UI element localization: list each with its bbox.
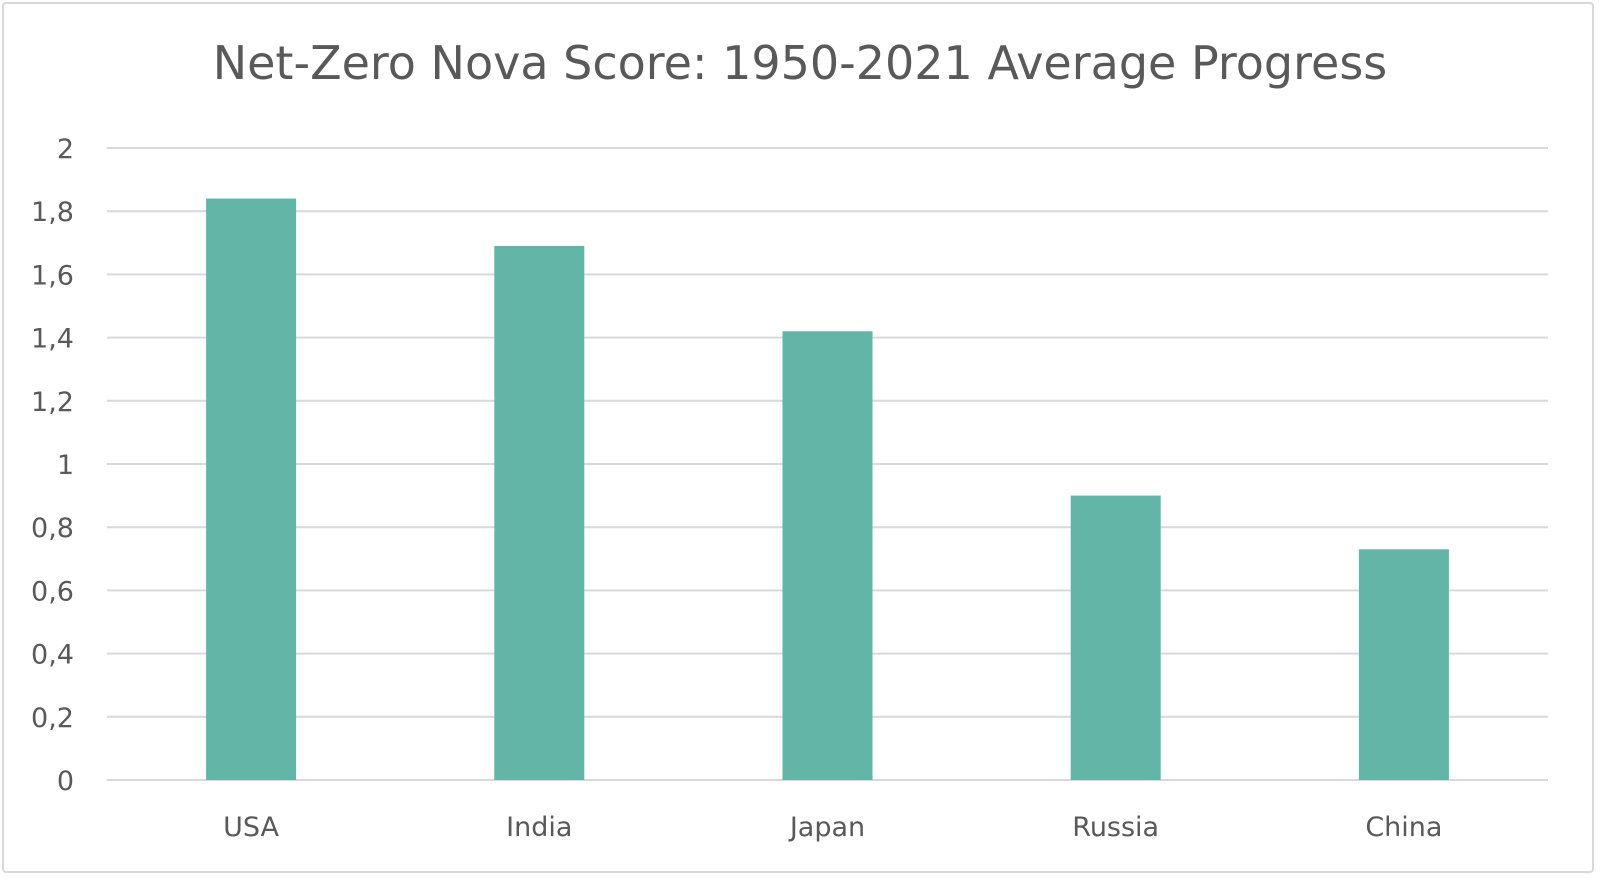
- y-tick-label: 1,2: [31, 387, 74, 418]
- bar-japan: [782, 331, 873, 780]
- x-tick-label: Japan: [788, 812, 865, 843]
- y-tick-label: 0: [57, 766, 74, 797]
- bar-china: [1358, 549, 1449, 780]
- x-tick-label: USA: [223, 812, 279, 843]
- x-tick-label: Russia: [1072, 812, 1159, 843]
- y-tick-label: 1,8: [31, 197, 74, 228]
- y-tick-label: 1,4: [31, 324, 74, 355]
- bar-russia: [1070, 495, 1161, 780]
- chart-title: Net-Zero Nova Score: 1950-2021 Average P…: [212, 36, 1388, 90]
- bar-india: [494, 245, 585, 780]
- y-tick-label: 2: [57, 134, 74, 165]
- x-tick-label: China: [1365, 812, 1442, 843]
- x-axis-ticks: USA India Japan Russia China: [223, 812, 1442, 843]
- y-tick-label: 0,6: [31, 576, 74, 607]
- x-tick-label: India: [506, 812, 572, 843]
- y-axis-ticks: 0 0,2 0,4 0,6 0,8 1 1,2 1,4 1,6 1,8 2: [31, 134, 74, 797]
- y-tick-label: 0,2: [31, 703, 74, 734]
- y-tick-label: 1: [57, 450, 74, 481]
- bars: [206, 198, 1449, 780]
- y-tick-label: 1,6: [31, 260, 74, 291]
- bar-usa: [206, 198, 297, 780]
- y-tick-label: 0,8: [31, 513, 74, 544]
- y-tick-label: 0,4: [31, 640, 74, 671]
